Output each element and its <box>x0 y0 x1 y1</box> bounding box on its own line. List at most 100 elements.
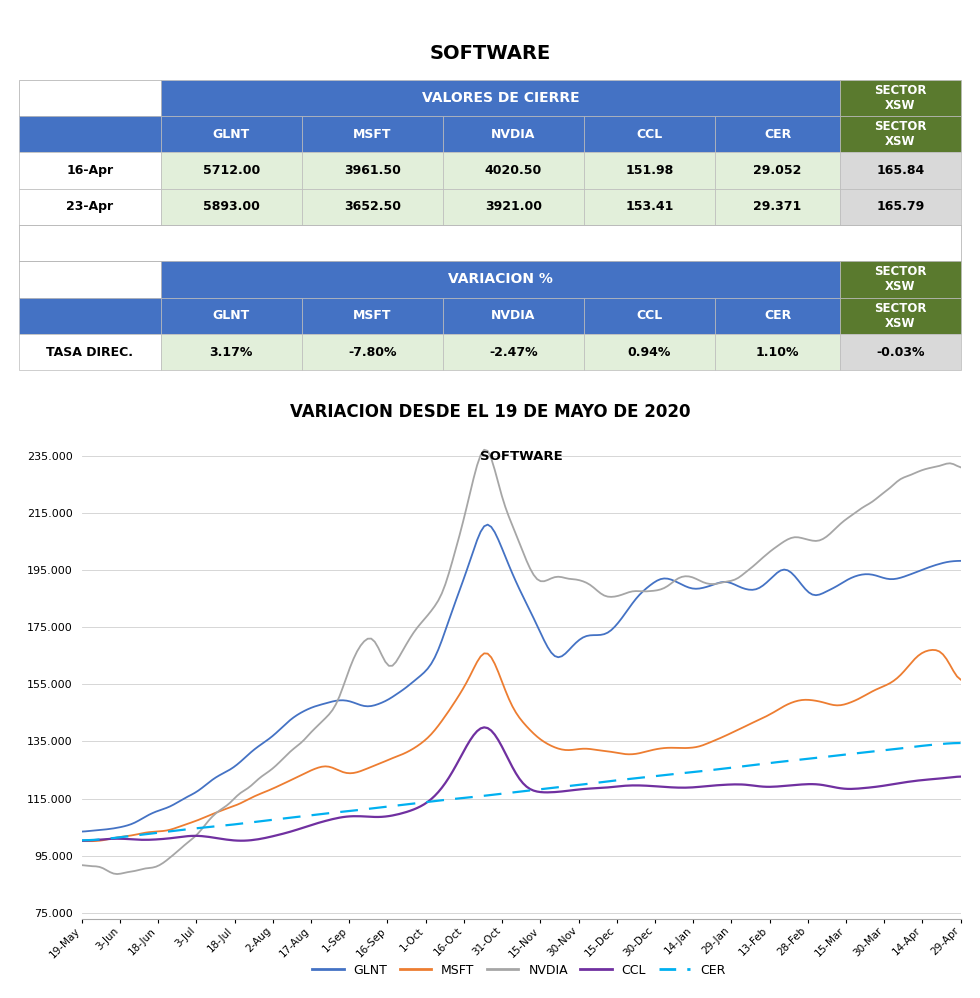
GLNT <box>429 652 441 664</box>
CCL <box>687 781 699 793</box>
Text: SECTOR
XSW: SECTOR XSW <box>874 84 927 112</box>
Bar <box>714 153 840 189</box>
Bar <box>20 334 161 370</box>
CER <box>919 740 931 751</box>
GLNT <box>220 765 232 777</box>
Bar <box>714 116 840 153</box>
Line: CER: CER <box>81 743 960 840</box>
Bar <box>20 261 161 297</box>
Text: 29.371: 29.371 <box>754 201 802 214</box>
CER <box>220 819 232 831</box>
Line: CCL: CCL <box>81 728 960 840</box>
Bar <box>161 153 302 189</box>
MSFT <box>224 801 236 813</box>
Text: SOFTWARE: SOFTWARE <box>429 44 551 63</box>
GLNT <box>687 583 699 595</box>
Text: -2.47%: -2.47% <box>489 345 538 358</box>
Bar <box>443 153 584 189</box>
NVDIA <box>690 573 702 585</box>
Text: 1.10%: 1.10% <box>756 345 800 358</box>
MSFT <box>588 744 600 755</box>
Bar <box>840 116 960 153</box>
Bar <box>584 297 714 334</box>
Text: 3.17%: 3.17% <box>210 345 253 358</box>
NVDIA <box>224 796 236 808</box>
Bar <box>20 116 161 153</box>
Bar <box>443 334 584 370</box>
Text: CCL: CCL <box>636 309 662 322</box>
Bar <box>840 261 960 297</box>
Text: 151.98: 151.98 <box>625 164 673 177</box>
Bar <box>443 116 584 153</box>
Text: VARIACION DESDE EL 19 DE MAYO DE 2020: VARIACION DESDE EL 19 DE MAYO DE 2020 <box>290 402 690 420</box>
Text: 23-Apr: 23-Apr <box>67 201 114 214</box>
MSFT <box>75 835 88 847</box>
NVDIA <box>112 868 123 880</box>
Bar <box>584 116 714 153</box>
Text: 3961.50: 3961.50 <box>344 164 401 177</box>
Bar <box>584 189 714 225</box>
CCL <box>923 773 935 785</box>
Text: 16-Apr: 16-Apr <box>67 164 114 177</box>
Bar <box>20 153 161 189</box>
Bar <box>161 189 302 225</box>
CER <box>683 766 695 778</box>
Bar <box>840 153 960 189</box>
Line: MSFT: MSFT <box>81 650 960 841</box>
CCL <box>439 777 451 789</box>
MSFT <box>83 835 95 847</box>
GLNT <box>588 629 600 641</box>
MSFT <box>955 674 966 686</box>
CER <box>584 777 596 789</box>
NVDIA <box>926 461 938 473</box>
CCL <box>429 789 441 801</box>
Text: VALORES DE CIERRE: VALORES DE CIERRE <box>421 91 579 105</box>
CCL <box>955 770 966 782</box>
Bar <box>714 189 840 225</box>
Text: CCL: CCL <box>636 128 662 141</box>
Text: MSFT: MSFT <box>353 309 392 322</box>
Text: GLNT: GLNT <box>213 309 250 322</box>
Text: -7.80%: -7.80% <box>348 345 397 358</box>
Bar <box>443 297 584 334</box>
Bar <box>161 116 302 153</box>
Text: SECTOR
XSW: SECTOR XSW <box>874 120 927 148</box>
CCL <box>588 782 600 794</box>
Text: SOFTWARE: SOFTWARE <box>480 450 563 463</box>
NVDIA <box>591 585 603 597</box>
Text: 0.94%: 0.94% <box>628 345 671 358</box>
Bar <box>714 334 840 370</box>
Bar <box>302 297 443 334</box>
Text: 3652.50: 3652.50 <box>344 201 401 214</box>
Text: 3921.00: 3921.00 <box>485 201 542 214</box>
MSFT <box>432 720 444 732</box>
Text: 4020.50: 4020.50 <box>485 164 542 177</box>
CCL <box>220 833 232 845</box>
Bar <box>584 334 714 370</box>
Bar <box>20 225 960 261</box>
Text: 5893.00: 5893.00 <box>203 201 260 214</box>
Bar <box>161 261 840 297</box>
Bar <box>302 116 443 153</box>
Line: NVDIA: NVDIA <box>81 450 960 874</box>
Bar <box>840 189 960 225</box>
NVDIA <box>478 444 490 456</box>
NVDIA <box>955 461 966 473</box>
Text: 29.052: 29.052 <box>754 164 802 177</box>
Text: SECTOR
XSW: SECTOR XSW <box>874 301 927 329</box>
Bar <box>20 297 161 334</box>
GLNT <box>923 561 935 573</box>
Bar <box>20 189 161 225</box>
Bar <box>302 153 443 189</box>
Text: 153.41: 153.41 <box>625 201 673 214</box>
MSFT <box>687 742 699 753</box>
Text: -0.03%: -0.03% <box>876 345 925 358</box>
Bar <box>443 189 584 225</box>
MSFT <box>923 645 935 657</box>
CER <box>955 737 966 748</box>
Line: GLNT: GLNT <box>81 525 960 831</box>
Legend: GLNT, MSFT, NVDIA, CCL, CER: GLNT, MSFT, NVDIA, CCL, CER <box>308 959 730 982</box>
Bar <box>302 334 443 370</box>
Bar <box>840 80 960 116</box>
Bar <box>161 334 302 370</box>
